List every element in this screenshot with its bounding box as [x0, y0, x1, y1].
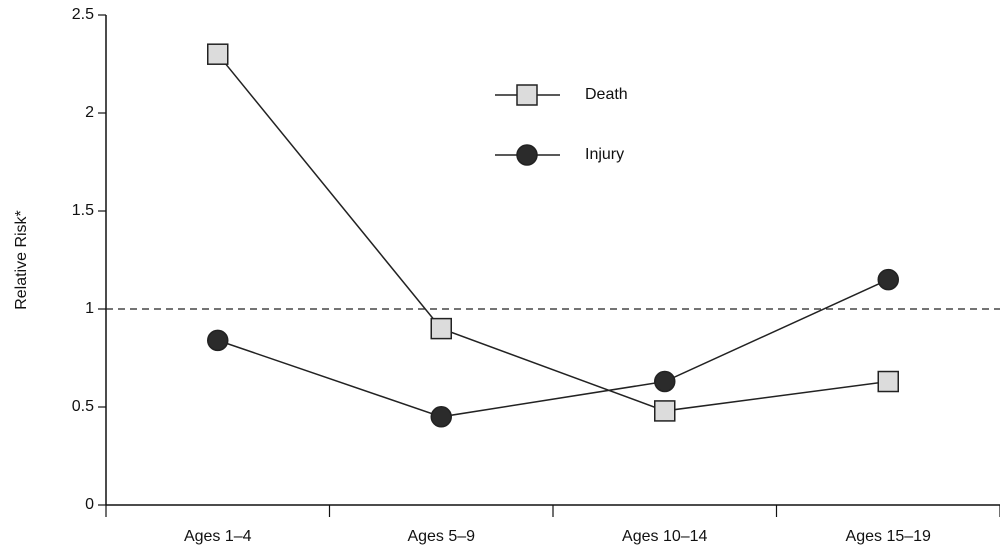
- y-tick-label: 0.5: [72, 398, 94, 415]
- legend-marker: [516, 144, 538, 166]
- y-tick-label: 1.5: [72, 202, 94, 219]
- marker: [654, 400, 676, 422]
- y-tick-label: 2: [85, 104, 94, 121]
- x-tick-label: Ages 1–4: [184, 528, 252, 545]
- marker: [207, 43, 229, 65]
- legend-label: Death: [585, 86, 628, 103]
- marker: [877, 268, 899, 291]
- marker: [207, 329, 229, 352]
- marker: [430, 406, 452, 428]
- legend-marker: [516, 84, 538, 106]
- legend-label: Injury: [585, 146, 624, 163]
- y-tick-label: 1: [85, 300, 94, 317]
- series-line: [217, 278, 889, 418]
- x-tick-label: Ages 15–19: [846, 528, 932, 545]
- series-line: [217, 53, 889, 412]
- x-tick-label: Ages 5–9: [407, 528, 475, 545]
- y-axis-label: Relative Risk*: [13, 210, 30, 310]
- marker: [430, 317, 452, 340]
- marker: [877, 370, 899, 393]
- y-tick-label: 0: [85, 496, 94, 513]
- marker: [654, 370, 676, 393]
- y-tick-label: 2.5: [72, 6, 94, 23]
- x-tick-label: Ages 10–14: [622, 528, 708, 545]
